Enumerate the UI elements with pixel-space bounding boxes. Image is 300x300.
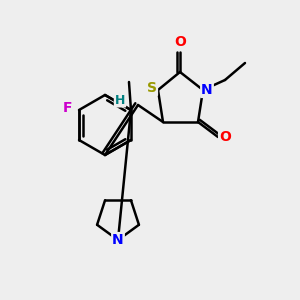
Text: S: S	[147, 81, 157, 95]
Text: N: N	[201, 83, 213, 97]
Text: F: F	[62, 101, 72, 115]
Text: N: N	[112, 233, 124, 247]
Text: O: O	[219, 130, 231, 144]
Text: H: H	[115, 94, 125, 106]
Text: O: O	[174, 35, 186, 49]
